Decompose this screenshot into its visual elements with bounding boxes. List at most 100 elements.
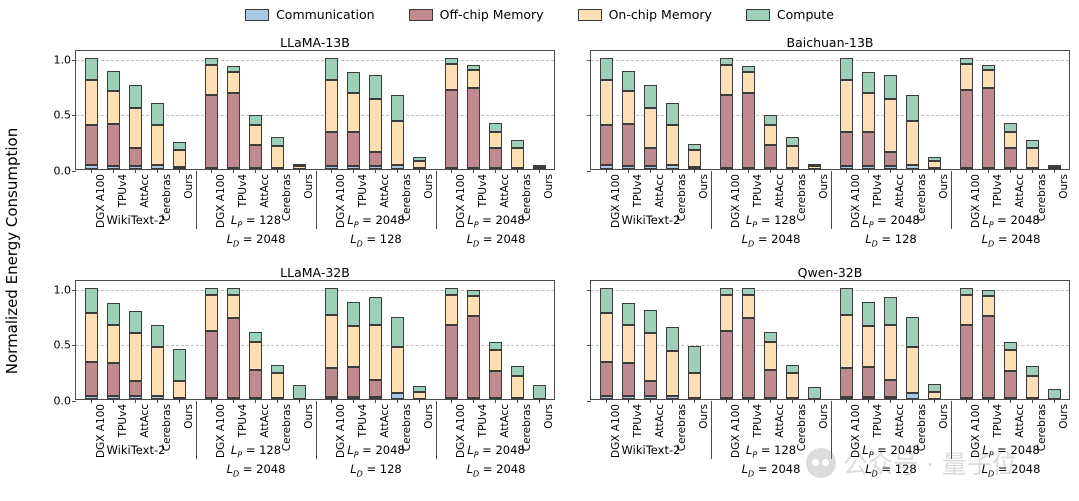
bar-ours[interactable]: [927, 279, 941, 399]
legend-item-3[interactable]: Compute: [745, 8, 834, 21]
x-tick-label-attacc: AttAcc: [499, 404, 511, 438]
bar-attacc[interactable]: [488, 279, 502, 399]
gridline: [591, 345, 1069, 347]
bar-dgx-a100[interactable]: [444, 279, 458, 399]
bar-tpuv4[interactable]: [981, 49, 995, 169]
bar-attacc[interactable]: [763, 279, 777, 399]
bar-ours[interactable]: [1047, 49, 1061, 169]
bar-dgx-a100[interactable]: [84, 279, 98, 399]
bar-cerebras[interactable]: [785, 49, 799, 169]
bar-attacc[interactable]: [883, 279, 897, 399]
bar-dgx-a100[interactable]: [444, 49, 458, 169]
bar-tpuv4[interactable]: [741, 49, 755, 169]
bar-attacc[interactable]: [643, 279, 657, 399]
bar-attacc[interactable]: [643, 49, 657, 169]
bar-segment-communication: [599, 165, 613, 169]
bar-cerebras[interactable]: [905, 49, 919, 169]
bar-ours[interactable]: [172, 279, 186, 399]
bar-segment-onchip: [927, 160, 941, 169]
legend-item-1[interactable]: Off-chip Memory: [408, 8, 544, 21]
bar-tpuv4[interactable]: [861, 49, 875, 169]
bar-dgx-a100[interactable]: [599, 49, 613, 169]
bar-attacc[interactable]: [128, 279, 142, 399]
bar-cerebras[interactable]: [905, 279, 919, 399]
bar-ours[interactable]: [532, 49, 546, 169]
bar-cerebras[interactable]: [390, 49, 404, 169]
bar-ours[interactable]: [172, 49, 186, 169]
bar-ours[interactable]: [687, 49, 701, 169]
bar-dgx-a100[interactable]: [839, 279, 853, 399]
bar-tpuv4[interactable]: [861, 279, 875, 399]
bar-cerebras[interactable]: [270, 49, 284, 169]
bar-segment-offchip: [763, 369, 777, 398]
x-tick-mark: [135, 399, 136, 403]
bar-tpuv4[interactable]: [466, 279, 480, 399]
bar-attacc[interactable]: [488, 49, 502, 169]
x-tick-label-attacc: AttAcc: [894, 404, 906, 438]
bar-segment-compute: [763, 115, 777, 126]
bar-dgx-a100[interactable]: [84, 49, 98, 169]
bar-cerebras[interactable]: [665, 279, 679, 399]
bar-attacc[interactable]: [248, 279, 262, 399]
bar-tpuv4[interactable]: [226, 49, 240, 169]
bar-cerebras[interactable]: [150, 279, 164, 399]
bar-attacc[interactable]: [883, 49, 897, 169]
bar-ours[interactable]: [1047, 279, 1061, 399]
bar-ours[interactable]: [687, 279, 701, 399]
bar-dgx-a100[interactable]: [959, 279, 973, 399]
bar-segment-offchip: [861, 132, 875, 166]
bar-ours[interactable]: [927, 49, 941, 169]
bar-cerebras[interactable]: [150, 49, 164, 169]
bar-tpuv4[interactable]: [226, 279, 240, 399]
bar-cerebras[interactable]: [785, 279, 799, 399]
x-tick-mark: [1010, 399, 1011, 403]
legend-item-0[interactable]: Communication: [245, 8, 375, 21]
group-separator: [951, 171, 952, 229]
x-tick-label-attacc: AttAcc: [1014, 174, 1026, 208]
bar-attacc[interactable]: [368, 49, 382, 169]
bar-cerebras[interactable]: [665, 49, 679, 169]
x-tick-mark: [419, 399, 420, 403]
bar-ours[interactable]: [412, 49, 426, 169]
bar-tpuv4[interactable]: [621, 279, 635, 399]
bar-attacc[interactable]: [128, 49, 142, 169]
bar-tpuv4[interactable]: [741, 279, 755, 399]
legend-item-2[interactable]: On-chip Memory: [577, 8, 712, 21]
bar-dgx-a100[interactable]: [204, 49, 218, 169]
bar-dgx-a100[interactable]: [959, 49, 973, 169]
bar-tpuv4[interactable]: [621, 49, 635, 169]
bar-dgx-a100[interactable]: [719, 49, 733, 169]
bar-cerebras[interactable]: [510, 279, 524, 399]
bar-ours[interactable]: [412, 279, 426, 399]
bar-tpuv4[interactable]: [346, 279, 360, 399]
bar-dgx-a100[interactable]: [324, 49, 338, 169]
bar-dgx-a100[interactable]: [839, 49, 853, 169]
bar-cerebras[interactable]: [1025, 49, 1039, 169]
bar-tpuv4[interactable]: [981, 279, 995, 399]
bar-tpuv4[interactable]: [106, 279, 120, 399]
bar-ours[interactable]: [292, 49, 306, 169]
bar-tpuv4[interactable]: [346, 49, 360, 169]
bar-tpuv4[interactable]: [106, 49, 120, 169]
bar-dgx-a100[interactable]: [204, 279, 218, 399]
bar-ours[interactable]: [532, 279, 546, 399]
bar-segment-compute: [532, 164, 546, 167]
bar-attacc[interactable]: [1003, 49, 1017, 169]
bar-attacc[interactable]: [1003, 279, 1017, 399]
bar-segment-compute: [1047, 388, 1061, 399]
bar-dgx-a100[interactable]: [324, 279, 338, 399]
bar-dgx-a100[interactable]: [719, 279, 733, 399]
bar-dgx-a100[interactable]: [599, 279, 613, 399]
bar-cerebras[interactable]: [390, 279, 404, 399]
bar-ours[interactable]: [807, 279, 821, 399]
bar-ours[interactable]: [292, 279, 306, 399]
bar-attacc[interactable]: [763, 49, 777, 169]
x-tick-mark: [748, 399, 749, 403]
bar-cerebras[interactable]: [270, 279, 284, 399]
bar-cerebras[interactable]: [1025, 279, 1039, 399]
bar-ours[interactable]: [807, 49, 821, 169]
bar-cerebras[interactable]: [510, 49, 524, 169]
bar-attacc[interactable]: [368, 279, 382, 399]
bar-tpuv4[interactable]: [466, 49, 480, 169]
bar-attacc[interactable]: [248, 49, 262, 169]
